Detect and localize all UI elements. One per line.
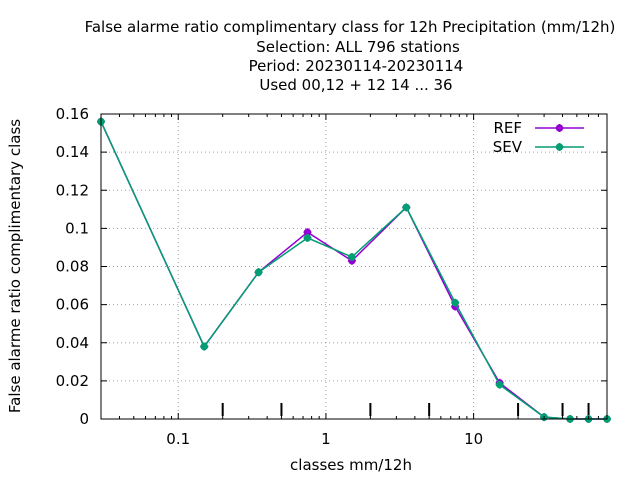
data-point-sev xyxy=(347,252,356,261)
legend-swatch-marker xyxy=(555,143,564,151)
data-point-sev xyxy=(495,380,504,389)
y-tick-label: 0.1 xyxy=(65,219,89,237)
series-ref xyxy=(97,117,611,423)
y-tick-label: 0.06 xyxy=(56,296,89,314)
data-point-sev xyxy=(451,298,460,307)
legend-item-ref: REF xyxy=(493,119,584,137)
data-point-sev xyxy=(402,203,411,212)
data-point-sev xyxy=(254,268,263,277)
x-axis-label: classes mm/12h xyxy=(290,456,412,474)
y-tick-label: 0.12 xyxy=(56,181,89,199)
chart-title-line-3: Period: 20230114-20230114 xyxy=(249,57,464,75)
series-sev xyxy=(97,117,611,423)
y-tick-label: 0 xyxy=(79,410,89,428)
chart-title-line-1: False alarme ratio complimentary class f… xyxy=(85,18,616,36)
data-point-sev xyxy=(200,342,209,351)
x-axis-ticks: 0.1 1 10 xyxy=(118,114,599,448)
y-tick-label: 0.04 xyxy=(56,334,89,352)
x-tick-label: 0.1 xyxy=(166,430,190,448)
x-tick-label: 1 xyxy=(321,430,331,448)
legend-swatch-marker xyxy=(555,124,564,132)
legend-label: REF xyxy=(493,119,522,137)
grid xyxy=(101,114,607,419)
series-line-sev xyxy=(100,121,607,420)
y-tick-label: 0.02 xyxy=(56,372,89,390)
x-tick-label: 10 xyxy=(464,430,483,448)
y-axis-label: False alarme ratio complimentary class xyxy=(6,119,24,413)
y-tick-label: 0.16 xyxy=(56,105,89,123)
series-lines xyxy=(97,117,611,423)
chart-title-line-4: Used 00,12 + 12 14 ... 36 xyxy=(259,76,452,94)
chart-title-line-2: Selection: ALL 796 stations xyxy=(256,38,460,56)
class-marks xyxy=(221,403,590,416)
y-tick-label: 0.14 xyxy=(56,143,89,161)
data-point-sev xyxy=(303,233,312,242)
series-line-ref xyxy=(100,121,607,420)
legend-item-sev: SEV xyxy=(493,138,584,156)
chart-title: False alarme ratio complimentary class f… xyxy=(85,18,616,94)
legend-label: SEV xyxy=(493,138,523,156)
y-tick-label: 0.08 xyxy=(56,258,89,276)
y-axis-ticks: 0 0.02 0.04 0.06 0.08 0.1 0.12 0.14 0.16 xyxy=(56,105,607,428)
